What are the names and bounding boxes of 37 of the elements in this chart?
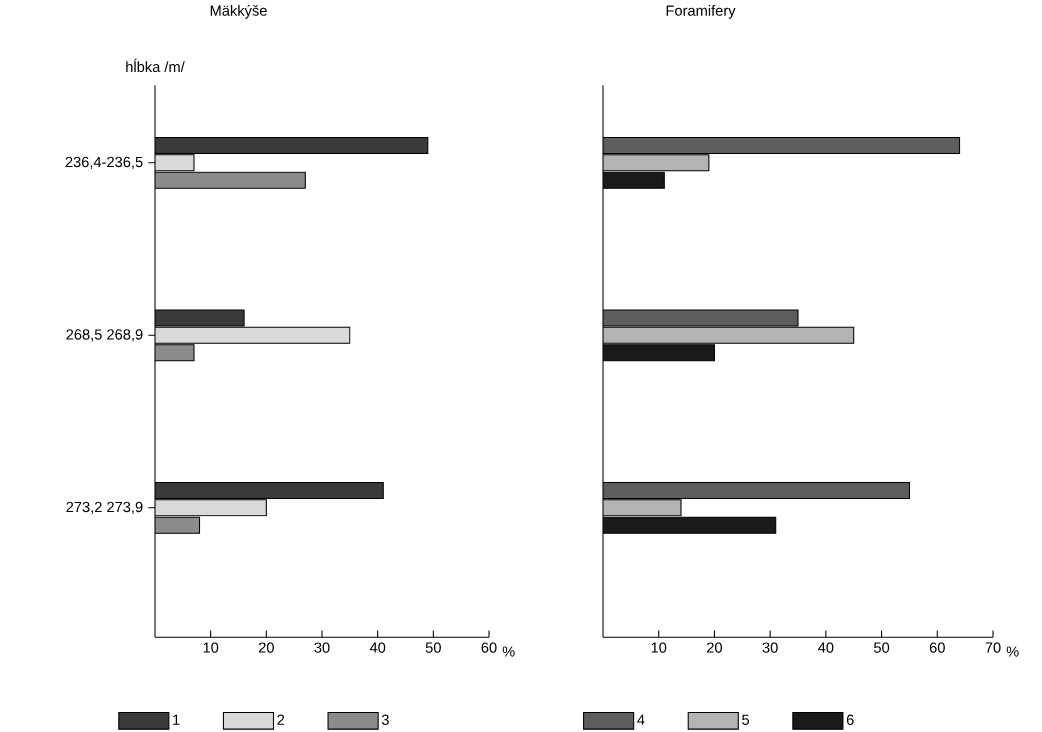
x-tick-label: 60 [481, 642, 497, 653]
bar [155, 136, 429, 154]
y-tick-label: 273,2 273,9 [66, 501, 143, 514]
x-tick-label: 20 [258, 642, 274, 653]
x-tick-label: 50 [425, 642, 441, 653]
x-tick-label: 70 [985, 642, 1001, 653]
legend-label: 2 [277, 714, 285, 725]
x-tick-label: 60 [929, 642, 945, 653]
legend-label: 5 [742, 714, 750, 725]
bar [155, 481, 384, 499]
bar [603, 326, 855, 344]
x-tick-label: 40 [369, 642, 386, 653]
bar [603, 171, 665, 189]
chart-title: Mäkkýše [210, 4, 267, 19]
y-axis-title: hĺbka /m/ [126, 58, 185, 72]
bar [603, 136, 961, 154]
chart-title: Foramifery [666, 4, 736, 19]
x-tick-label: 40 [818, 642, 834, 653]
bar [603, 343, 715, 362]
x-tick-label: 10 [203, 642, 219, 653]
legend-label: 6 [846, 714, 854, 725]
bar [603, 481, 910, 499]
y-tick-label: 268,5 268,9 [66, 329, 143, 342]
bar [603, 499, 682, 517]
x-axis-title: % [1006, 646, 1019, 657]
x-tick-label: 30 [762, 642, 778, 653]
x-tick-label: 20 [707, 642, 722, 653]
x-axis-title: % [502, 646, 515, 657]
x-tick-label: 10 [651, 642, 667, 653]
x-tick-label: 30 [314, 642, 330, 653]
legend-label: 1 [173, 714, 180, 725]
bar [603, 516, 777, 534]
legend-label: 4 [637, 714, 645, 725]
x-tick-label: 50 [874, 642, 890, 653]
y-tick-label: 236,4-236,5 [65, 156, 143, 169]
bar [603, 154, 710, 172]
legend-label: 3 [381, 714, 389, 725]
